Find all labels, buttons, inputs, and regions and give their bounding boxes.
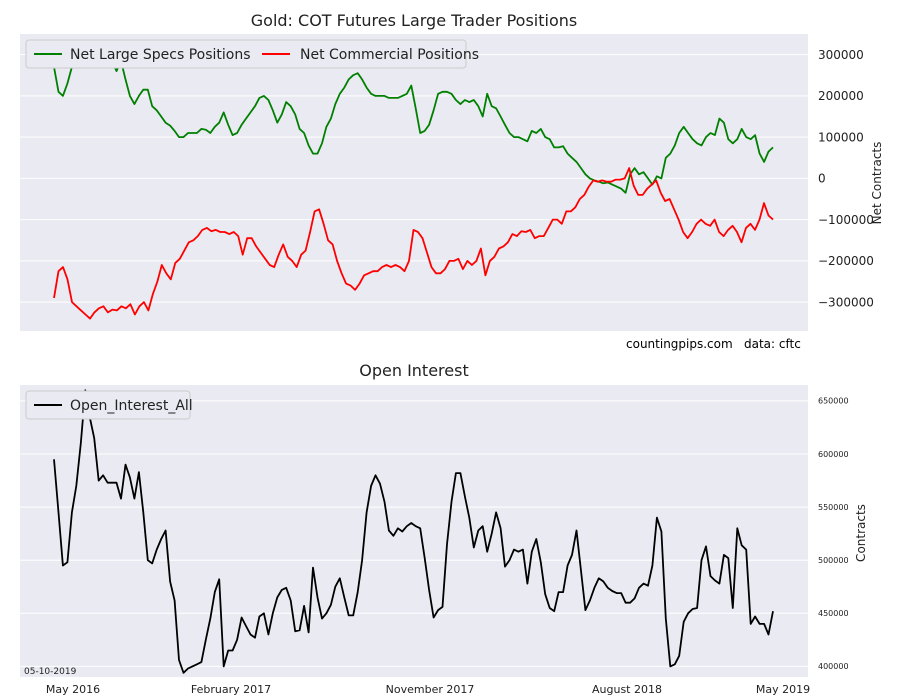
bottom-y-tick-label: 500000 — [818, 556, 849, 565]
bottom-y-axis-title: Contracts — [854, 504, 868, 562]
open-interest-chart: 650000 600000 550000 500000 450000 400000 May… — [20, 361, 868, 696]
top-legend-box — [25, 39, 467, 69]
date-stamp: 05-10-2019 — [24, 667, 77, 677]
bottom-y-tick-label: 600000 — [818, 450, 849, 459]
bottom-legend: Open_Interest_All — [25, 390, 193, 420]
top-y-tick-label: 300000 — [818, 48, 864, 62]
top-y-tick-label: 0 — [818, 172, 826, 186]
x-tick-label: May 2016 — [46, 683, 100, 696]
bottom-plot-area — [20, 385, 808, 677]
top-y-tick-label: −200000 — [818, 254, 874, 268]
bottom-series-line — [53, 389, 774, 674]
legend-label-open-interest: Open_Interest_All — [70, 398, 193, 414]
bottom-legend-box — [25, 390, 191, 420]
x-tick-label: February 2017 — [191, 683, 271, 696]
bottom-y-tick-label: 450000 — [818, 609, 849, 618]
legend-label-specs: Net Large Specs Positions — [70, 47, 251, 63]
bottom-chart-title: Open Interest — [359, 361, 468, 380]
bottom-y-tick-label: 550000 — [818, 503, 849, 512]
bottom-y-tick-labels: 650000 600000 550000 500000 450000 400000 — [818, 397, 849, 671]
top-y-tick-labels: 300000 200000 100000 0 −100000 −200000 −300000 — [818, 48, 874, 310]
top-plot-area — [20, 34, 808, 331]
bottom-y-tick-label: 650000 — [818, 397, 849, 406]
bottom-x-tick-labels: May 2016 February 2017 November 2017 August… — [46, 683, 810, 696]
top-y-tick-label: −300000 — [818, 295, 874, 309]
x-tick-label: May 2019 — [756, 683, 810, 696]
top-legend: Net Large Specs Positions Net Commercial… — [25, 39, 479, 69]
annotation-data-source: data: cftc — [744, 337, 801, 351]
x-tick-label: August 2018 — [592, 683, 662, 696]
top-chart-title: Gold: COT Futures Large Trader Positions — [251, 11, 577, 30]
cot-positions-chart: 300000 200000 100000 0 −100000 −200000 −300000… — [20, 11, 884, 351]
bottom-gridlines — [20, 400, 808, 667]
top-series-lines — [53, 51, 774, 320]
top-y-tick-label: −100000 — [818, 213, 874, 227]
bottom-y-tick-label: 400000 — [818, 662, 849, 671]
top-y-tick-label: 100000 — [818, 130, 864, 144]
legend-label-commercial: Net Commercial Positions — [300, 47, 479, 63]
x-tick-label: November 2017 — [386, 683, 475, 696]
top-y-tick-label: 200000 — [818, 89, 864, 103]
top-y-axis-title: Net Contracts — [870, 142, 884, 225]
top-series-line-1 — [53, 167, 774, 320]
bottom-series-line-0 — [53, 389, 774, 674]
annotation-source-site: countingpips.com — [626, 337, 733, 351]
